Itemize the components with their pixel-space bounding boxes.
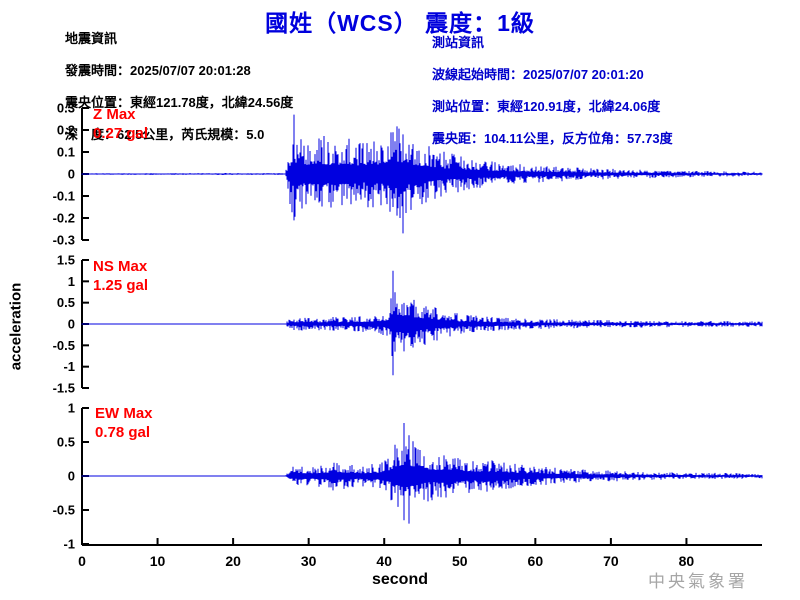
svg-text:-1: -1 [63, 537, 75, 552]
x-axis-label: second [371, 571, 428, 588]
svg-text:40: 40 [376, 553, 392, 569]
svg-text:50: 50 [452, 553, 468, 569]
svg-text:10: 10 [150, 553, 166, 569]
svg-text:0: 0 [68, 167, 75, 182]
svg-text:0.3: 0.3 [57, 101, 75, 116]
svg-text:0: 0 [78, 553, 86, 569]
svg-text:60: 60 [528, 553, 544, 569]
svg-text:-1: -1 [63, 359, 75, 374]
svg-text:0.5: 0.5 [57, 295, 75, 310]
ew-max-title: EW Max [95, 405, 153, 422]
svg-text:0.2: 0.2 [57, 123, 75, 138]
ns-max-value: 1.25 gal [93, 277, 149, 294]
wave-start-time: 波線起始時間：2025/07/07 20:01:20 [432, 67, 644, 82]
svg-text:1: 1 [68, 274, 75, 289]
origin-time: 發震時間：2025/07/07 20:01:28 [65, 63, 251, 78]
svg-text:-1.5: -1.5 [53, 381, 75, 396]
z-max-label: Z Max 0.27 gal [93, 105, 148, 143]
svg-text:0.5: 0.5 [57, 435, 75, 450]
earthquake-info: 地震資訊 發震時間：2025/07/07 20:01:28 震央位置：東經121… [65, 31, 293, 143]
ns-max-title: NS Max [93, 258, 148, 275]
ns-max-label: NS Max 1.25 gal [93, 257, 148, 295]
station-info: 測站資訊 波線起始時間：2025/07/07 20:01:20 測站位置：東經1… [432, 35, 673, 147]
svg-text:70: 70 [603, 553, 619, 569]
ew-max-value: 0.78 gal [95, 424, 151, 441]
svg-text:0: 0 [68, 317, 75, 332]
page-title: 國姓（WCS） 震度：1級 [265, 10, 535, 36]
svg-text:30: 30 [301, 553, 317, 569]
svg-text:1.5: 1.5 [57, 253, 75, 268]
earthquake-info-heading: 地震資訊 [65, 31, 118, 46]
svg-text:-0.2: -0.2 [53, 211, 75, 226]
svg-text:-0.1: -0.1 [53, 189, 75, 204]
depth-magnitude: 深 度：62.5公里，芮氏規模：5.0 [65, 127, 265, 142]
svg-text:1: 1 [68, 401, 75, 416]
epicenter-location: 震央位置：東經121.78度，北緯24.56度 [65, 95, 294, 110]
svg-text:80: 80 [679, 553, 695, 569]
svg-text:0.1: 0.1 [57, 145, 75, 160]
watermark: 中央氣象署 [648, 572, 748, 592]
station-info-heading: 測站資訊 [432, 35, 485, 50]
distance-azimuth: 震央距：104.11公里，反方位角：57.73度 [432, 131, 673, 146]
svg-text:20: 20 [225, 553, 241, 569]
z-max-value: 0.27 gal [93, 125, 149, 142]
station-location: 測站位置：東經120.91度，北緯24.06度 [432, 99, 661, 114]
y-axis-label: acceleration [7, 282, 25, 371]
z-max-title: Z Max [93, 106, 136, 123]
svg-text:0: 0 [68, 469, 75, 484]
svg-text:-0.5: -0.5 [53, 338, 75, 353]
ew-max-label: EW Max 0.78 gal [95, 404, 153, 442]
svg-text:-0.5: -0.5 [53, 503, 75, 518]
svg-text:-0.3: -0.3 [53, 233, 75, 248]
